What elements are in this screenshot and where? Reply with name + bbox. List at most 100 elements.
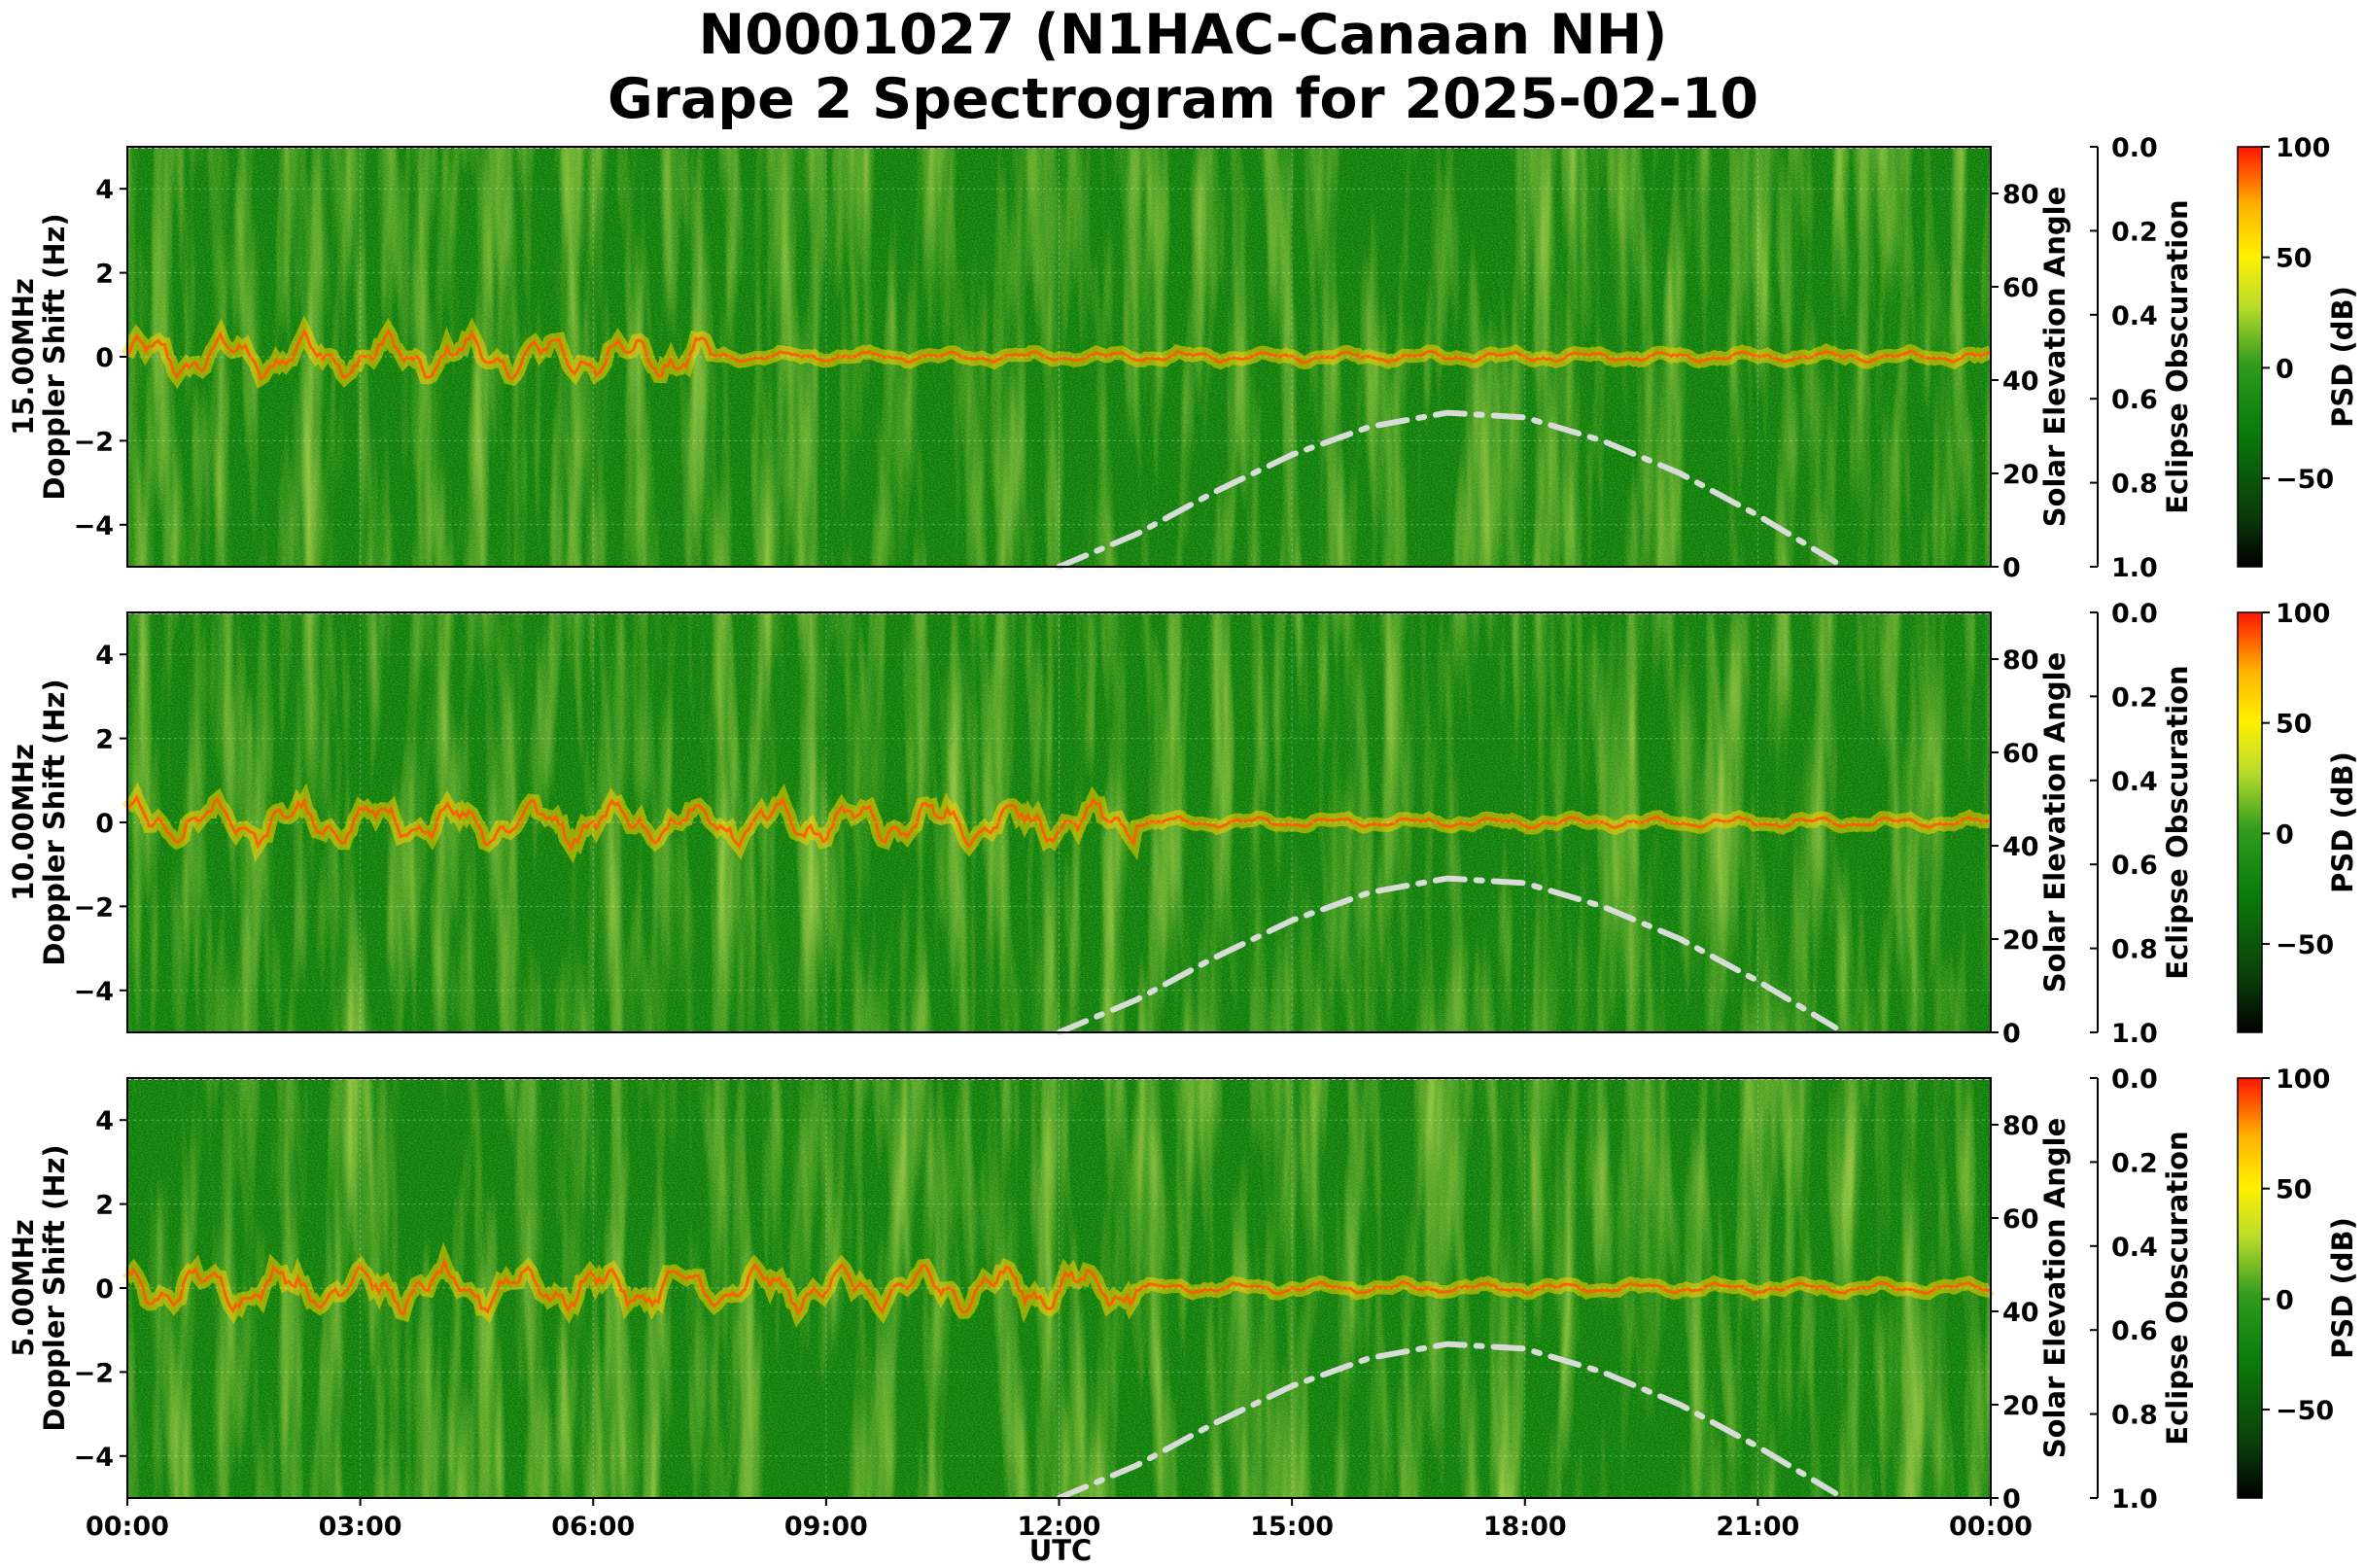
colorbar-tick-label: 50 — [2276, 244, 2313, 274]
y-tick-label: 4 — [95, 641, 114, 671]
y-tick-label: 0 — [95, 809, 114, 839]
x-tick-label: 06:00 — [551, 1512, 635, 1542]
eclipse-axis-label: Eclipse Obscuration — [2161, 665, 2194, 979]
eclipse-tick-label: 0.6 — [2111, 385, 2158, 415]
elevation-tick-label: 40 — [2002, 832, 2039, 862]
elevation-tick-label: 20 — [2002, 925, 2039, 956]
y-tick-label: −2 — [74, 427, 114, 457]
title-line-2: Grape 2 Spectrogram for 2025-02-10 — [608, 67, 1758, 131]
x-tick-label: 12:00 — [1018, 1512, 1101, 1542]
title-line-1: N0001027 (N1HAC-Canaan NH) — [699, 3, 1668, 67]
doppler-axis-label: Doppler Shift (Hz) — [38, 1144, 71, 1431]
elevation-tick-label: 40 — [2002, 366, 2039, 397]
eclipse-tick-label: 0.2 — [2111, 1148, 2158, 1178]
eclipse-tick-label: 0.2 — [2111, 217, 2158, 247]
doppler-trace — [125, 793, 1992, 852]
x-axis-label: UTC — [1029, 1534, 1093, 1567]
colorbar-tick-label: −50 — [2276, 1396, 2334, 1426]
eclipse-axis-label: Eclipse Obscuration — [2161, 199, 2194, 513]
colorbar — [2237, 146, 2263, 568]
colorbar-label: PSD (dB) — [2326, 1217, 2359, 1359]
eclipse-tick-label: 0.6 — [2111, 851, 2158, 881]
eclipse-tick-label: 1.0 — [2111, 553, 2158, 583]
colorbar-tick-label: 0 — [2276, 1285, 2294, 1315]
elevation-tick-label: 80 — [2002, 180, 2039, 210]
y-tick-label: −4 — [74, 977, 114, 1007]
colorbar-tick-label: 0 — [2276, 354, 2294, 384]
elevation-tick-label: 40 — [2002, 1298, 2039, 1328]
elevation-axis-label: Solar Elevation Angle — [2038, 187, 2071, 528]
y-tick-label: 2 — [95, 260, 114, 290]
elevation-tick-label: 0 — [2002, 1019, 2021, 1049]
panel-frequency-label: 15.00MHz — [7, 278, 40, 436]
x-tick-label: 18:00 — [1483, 1512, 1567, 1542]
doppler-trace — [125, 328, 1992, 381]
x-tick-label: 21:00 — [1716, 1512, 1799, 1542]
colorbar-tick-label: −50 — [2276, 930, 2334, 960]
elevation-axis-label: Solar Elevation Angle — [2038, 652, 2071, 993]
colorbar-label: PSD (dB) — [2326, 751, 2359, 893]
eclipse-tick-label: 0.6 — [2111, 1316, 2158, 1346]
eclipse-tick-label: 0.8 — [2111, 470, 2158, 500]
y-tick-label: −2 — [74, 892, 114, 923]
colorbar-tick-label: −50 — [2276, 465, 2334, 495]
colorbar — [2237, 611, 2263, 1033]
y-tick-label: 4 — [95, 1106, 114, 1136]
colorbar-tick-label: 50 — [2276, 1175, 2313, 1205]
elevation-tick-label: 60 — [2002, 739, 2039, 769]
elevation-tick-label: 60 — [2002, 1204, 2039, 1235]
eclipse-tick-label: 0.0 — [2111, 1064, 2158, 1095]
eclipse-tick-label: 0.0 — [2111, 133, 2158, 163]
y-tick-label: −2 — [74, 1358, 114, 1388]
x-tick-label: 00:00 — [1949, 1512, 2033, 1542]
y-tick-label: 2 — [95, 725, 114, 755]
eclipse-tick-label: 1.0 — [2111, 1484, 2158, 1515]
colorbar-tick-label: 100 — [2276, 599, 2330, 629]
y-tick-label: 2 — [95, 1191, 114, 1221]
eclipse-tick-label: 0.8 — [2111, 1401, 2158, 1431]
solar-elevation-curve — [1056, 875, 1839, 1035]
eclipse-axis-label: Eclipse Obscuration — [2161, 1131, 2194, 1445]
eclipse-tick-label: 1.0 — [2111, 1019, 2158, 1049]
eclipse-tick-label: 0.0 — [2111, 599, 2158, 629]
colorbar-tick-label: 100 — [2276, 133, 2330, 163]
doppler-axis-label: Doppler Shift (Hz) — [38, 679, 71, 965]
doppler-axis-label: Doppler Shift (Hz) — [38, 213, 71, 500]
elevation-tick-label: 0 — [2002, 1484, 2021, 1515]
elevation-tick-label: 80 — [2002, 1111, 2039, 1141]
doppler-trace — [125, 1257, 1992, 1316]
solar-elevation-curve — [1056, 1341, 1839, 1501]
colorbar-tick-label: 100 — [2276, 1064, 2330, 1095]
y-tick-label: 0 — [95, 343, 114, 373]
colorbar — [2237, 1077, 2263, 1499]
eclipse-tick-label: 0.4 — [2111, 767, 2158, 797]
x-tick-label: 03:00 — [319, 1512, 402, 1542]
y-tick-label: −4 — [74, 1443, 114, 1473]
y-tick-label: 4 — [95, 175, 114, 205]
y-tick-label: 0 — [95, 1274, 114, 1305]
eclipse-tick-label: 0.4 — [2111, 301, 2158, 331]
panel-frequency-label: 5.00MHz — [7, 1219, 40, 1357]
colorbar-tick-label: 50 — [2276, 710, 2313, 740]
eclipse-tick-label: 0.2 — [2111, 682, 2158, 713]
x-tick-label: 00:00 — [86, 1512, 169, 1542]
elevation-tick-label: 0 — [2002, 553, 2021, 583]
x-tick-label: 15:00 — [1250, 1512, 1334, 1542]
x-axis: 00:00 03:00 06:00 09:00 12:00 15:00 18:00 21:00… — [86, 1498, 2033, 1542]
eclipse-tick-label: 0.4 — [2111, 1233, 2158, 1263]
solar-elevation-curve — [1056, 409, 1839, 570]
eclipse-tick-label: 0.8 — [2111, 935, 2158, 965]
colorbar-label: PSD (dB) — [2326, 286, 2359, 428]
elevation-tick-label: 60 — [2002, 273, 2039, 303]
x-tick-label: 09:00 — [784, 1512, 868, 1542]
elevation-tick-label: 80 — [2002, 645, 2039, 676]
elevation-tick-label: 20 — [2002, 460, 2039, 490]
y-tick-label: −4 — [74, 511, 114, 541]
panel-frequency-label: 10.00MHz — [7, 744, 40, 901]
elevation-tick-label: 20 — [2002, 1391, 2039, 1421]
elevation-axis-label: Solar Elevation Angle — [2038, 1118, 2071, 1459]
